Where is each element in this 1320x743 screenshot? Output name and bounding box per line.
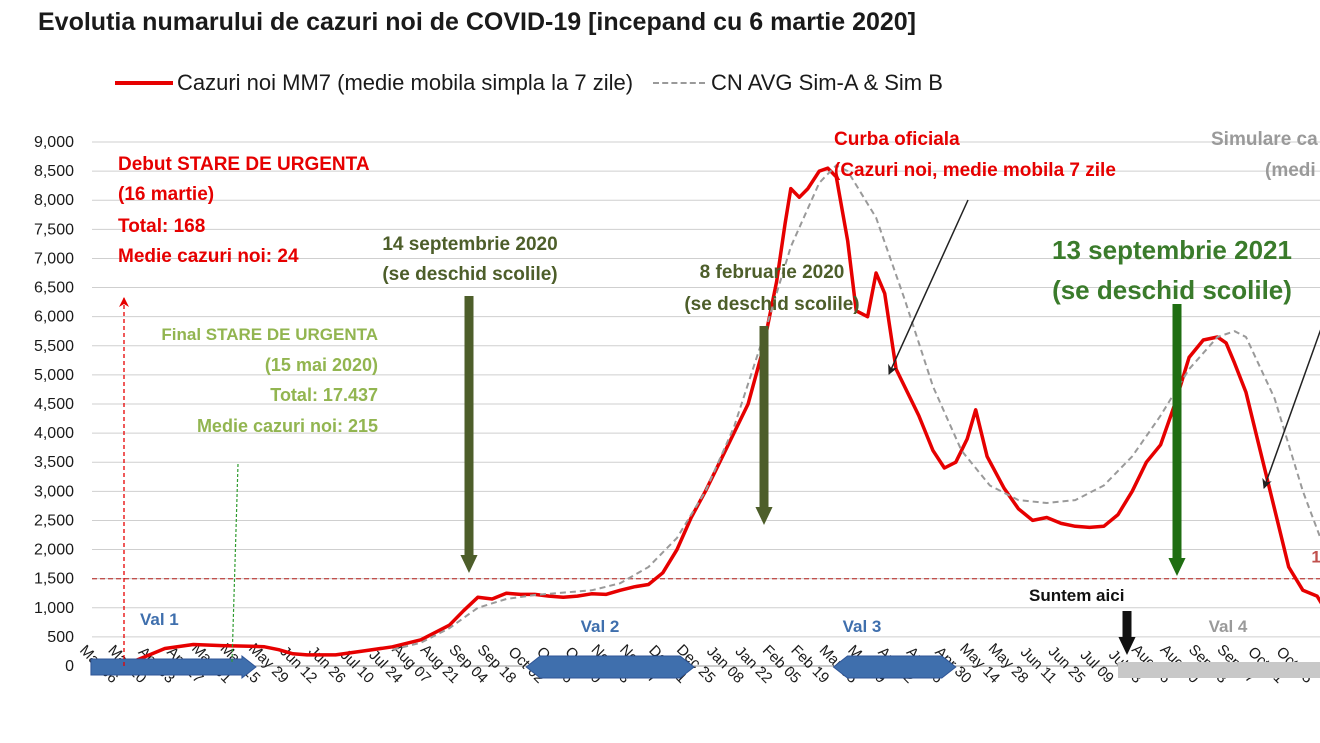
legend-swatch-red <box>115 81 173 85</box>
wave-label: Val 2 <box>581 617 620 636</box>
y-tick-label: 9,000 <box>34 134 74 151</box>
y-tick-label: 1,000 <box>34 600 74 617</box>
series-official-line <box>107 166 1320 667</box>
feb2021-annotation-line: (se deschid scolile) <box>684 294 859 315</box>
arrow-curba <box>888 199 969 375</box>
wave-label: Val 3 <box>843 617 882 636</box>
y-tick-label: 2,500 <box>34 512 74 529</box>
debut-annotation-line: (16 martie) <box>118 184 214 205</box>
y-tick-label: 7,500 <box>34 221 74 238</box>
suntem-aici-label: Suntem aici <box>1029 586 1124 605</box>
legend-item-red: Cazuri noi MM7 (medie mobila simpla la 7… <box>177 70 634 95</box>
y-tick-label: 4,500 <box>34 396 74 413</box>
chart-title: Evolutia numarului de cazuri noi de COVI… <box>38 8 917 36</box>
y-tick-label: 7,000 <box>34 250 74 267</box>
y-tick-label: 3,000 <box>34 483 74 500</box>
wave3-arrow <box>832 655 957 679</box>
debut-annotation-line: Total: 168 <box>118 216 205 237</box>
arrow-sep2020 <box>460 296 478 573</box>
wave-label: Val 1 <box>140 610 179 629</box>
legend-swatch-gray <box>653 82 706 84</box>
y-tick-label: 2,000 <box>34 542 74 559</box>
arrow-final <box>231 463 239 663</box>
sep2020-annotation-line: (se deschid scolile) <box>382 264 557 285</box>
arrow-simulare <box>1262 329 1320 489</box>
sep2021-annotation-line: (se deschid scolile) <box>1052 275 1292 305</box>
arrow-feb2021 <box>755 326 773 525</box>
final-annotation-line: Total: 17.437 <box>270 385 378 405</box>
legend-item-gray: CN AVG Sim-A & Sim B <box>711 70 943 95</box>
y-tick-label: 5,500 <box>34 338 74 355</box>
y-tick-label: 6,000 <box>34 309 74 326</box>
y-tick-label: 4,000 <box>34 425 74 442</box>
wave1-arrow <box>90 654 257 680</box>
y-tick-label: 8,500 <box>34 163 74 180</box>
feb2021-annotation-line: 8 februarie 2020 <box>700 262 845 283</box>
arrow-sep2021 <box>1168 304 1186 576</box>
simulare-annotation-line: (medi <box>1265 160 1316 181</box>
y-tick-label: 5,000 <box>34 367 74 384</box>
sep2020-annotation-line: 14 septembrie 2020 <box>382 234 557 255</box>
final-annotation-line: (15 mai 2020) <box>265 355 378 375</box>
wave2-arrow <box>525 655 695 679</box>
sep2021-annotation-line: 13 septembrie 2021 <box>1052 235 1292 265</box>
y-tick-label: 1,500 <box>34 571 74 588</box>
arrow-suntem-aici <box>1118 611 1136 655</box>
reference-line-label: 1500 cazuri pe zi. <box>1311 548 1320 567</box>
wave4-arrow <box>1117 662 1320 678</box>
y-tick-label: 8,000 <box>34 192 74 209</box>
final-annotation-line: Final STARE DE URGENTA <box>161 325 378 344</box>
y-tick-label: 500 <box>47 629 74 646</box>
chart-legend: Cazuri noi MM7 (medie mobila simpla la 7… <box>115 66 943 100</box>
curba-annotation-line: (Cazuri noi, medie mobila 7 zile <box>834 160 1116 181</box>
debut-annotation-line: Medie cazuri noi: 24 <box>118 246 299 267</box>
final-annotation-line: Medie cazuri noi: 215 <box>197 416 378 436</box>
wave-label: Val 4 <box>1209 617 1248 636</box>
simulare-annotation-line: Simulare ca <box>1211 129 1318 150</box>
y-tick-label: 3,500 <box>34 454 74 471</box>
y-tick-label: 6,500 <box>34 280 74 297</box>
series-simulation-line <box>392 164 1320 651</box>
y-tick-label: 0 <box>65 658 74 675</box>
curba-annotation-line: Curba oficiala <box>834 129 960 150</box>
debut-annotation-line: Debut STARE DE URGENTA <box>118 154 370 175</box>
